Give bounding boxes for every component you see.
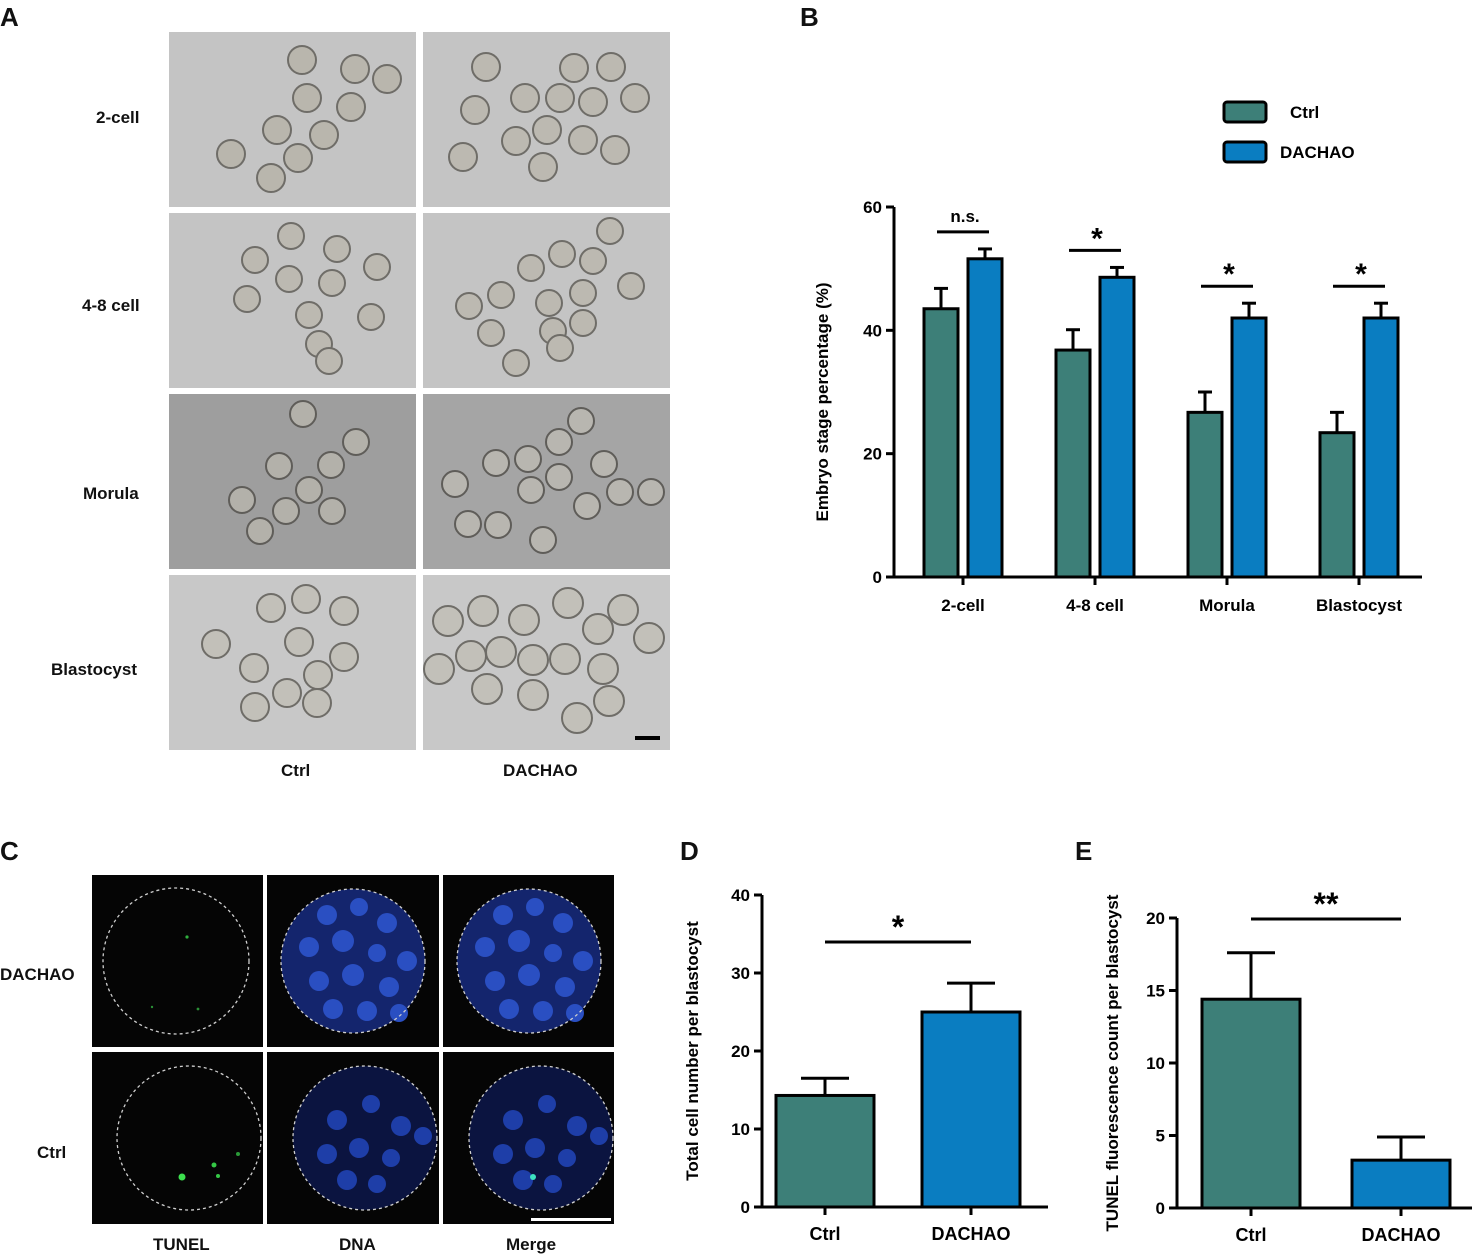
legend-swatch-ctrl [1222,100,1268,124]
legend-swatch-dachao [1222,140,1268,164]
x-tick-label: 4-8 cell [1066,596,1124,615]
embryo-cluster [455,217,645,377]
legend-label-ctrl: Ctrl [1290,103,1319,122]
embryo-cluster [423,587,665,740]
tunel-image [116,1065,262,1211]
micrograph-morula-dachao [423,394,670,569]
x-tick-label: DACHAO [932,1224,1011,1244]
embryo-cluster [201,584,359,722]
significance-label: * [1223,258,1235,291]
fluor-dachao-tunel [92,875,263,1047]
merge-image [456,888,602,1034]
x-tick-label: Morula [1199,596,1255,615]
col-label-ctrl: Ctrl [281,761,311,780]
col-label-tunel: TUNEL [153,1235,210,1254]
y-tick-label: 15 [1146,982,1165,1001]
col-label-merge: Merge [506,1235,557,1254]
x-tick-label: Ctrl [810,1224,841,1244]
row-label-morula: Morula [83,484,139,503]
panel-label-c: C [0,836,19,866]
bar-dachao [1098,275,1136,579]
tunel-image [102,887,250,1035]
bar-dachao [1362,316,1400,579]
fluor-dachao-dna [267,875,439,1047]
micrograph-blastocyst-dachao [423,575,670,750]
bar-ctrl [1054,348,1092,579]
row-label-dachao: DACHAO [0,965,75,984]
significance-label: ** [1314,886,1339,922]
micrograph-morula-ctrl [169,394,416,569]
panel-label-d: D [680,836,699,866]
micrograph-blastocyst-ctrl [169,575,416,750]
y-tick-label: 40 [731,886,750,905]
y-tick-label: 20 [1146,909,1165,928]
bar-ctrl [1186,410,1224,579]
bar-dachao [920,1010,1022,1209]
micrograph-4-8-cell-dachao [423,213,670,388]
y-tick-label: 10 [731,1120,750,1139]
micrograph-4-8-cell-ctrl [169,213,416,388]
y-axis-label: Total cell number per blastocyst [683,921,702,1181]
bar-ctrl [1200,997,1302,1210]
y-tick-label: 0 [1156,1199,1165,1218]
embryo-cluster [448,52,650,182]
fluor-dachao-merge [443,875,614,1047]
y-tick-label: 10 [1146,1054,1165,1073]
y-axis-label: TUNEL fluorescence count per blastocyst [1103,894,1122,1231]
row-label-4-8-cell: 4-8 cell [82,296,140,315]
fluor-ctrl-merge [443,1052,614,1224]
row-label-blastocyst: Blastocyst [51,660,137,679]
y-tick-label: 60 [863,198,882,217]
fluor-ctrl-tunel [92,1052,263,1224]
col-label-dachao: DACHAO [503,761,578,780]
y-tick-label: 30 [731,964,750,983]
y-tick-label: 5 [1156,1127,1165,1146]
panel-label-a: A [0,2,19,32]
y-tick-label: 40 [863,321,882,340]
micrograph-2-cell-dachao [423,32,670,207]
y-tick-label: 0 [741,1198,750,1217]
micrograph-2-cell-ctrl [169,32,416,207]
x-tick-label: Blastocyst [1316,596,1402,615]
chart-d-total-cell-number: 0 10 20 30 40 Total cell number per blastocys… [683,886,1048,1244]
col-label-dna: DNA [339,1235,376,1254]
y-tick-label: 20 [731,1042,750,1061]
embryo-cluster [441,407,665,554]
panel-label-e: E [1075,836,1093,866]
scale-bar [635,736,660,740]
significance-label: * [1355,258,1367,291]
bar-ctrl [1318,431,1356,579]
significance-label: * [892,909,905,945]
chart-b-embryo-stage: 0 20 40 60 Embryo stage percentage (%) 2-cell… [813,100,1422,615]
bar-ctrl [774,1093,876,1209]
bar-dachao [1350,1158,1452,1210]
panel-label-b: B [800,2,819,32]
chart-e-tunel-count: 0 5 10 15 20 TUNEL fluorescence count per bla… [1103,886,1472,1245]
row-label-2-cell: 2-cell [96,108,140,127]
y-tick-label: 20 [863,445,882,464]
embryo-cluster [233,222,391,375]
significance-label: n.s. [950,207,979,226]
legend-label-dachao: DACHAO [1280,143,1355,162]
x-tick-label: DACHAO [1362,1225,1441,1245]
bar-dachao [1230,316,1268,579]
merge-image [468,1065,614,1221]
scale-bar [531,1218,611,1221]
embryo-cluster [216,45,402,193]
dna-image [292,1065,438,1211]
x-tick-label: 2-cell [941,596,984,615]
embryo-cluster [228,400,370,545]
dna-image [280,888,426,1034]
x-tick-label: Ctrl [1236,1225,1267,1245]
significance-label: * [1091,222,1103,255]
bar-ctrl [922,307,960,579]
fluor-ctrl-dna [267,1052,439,1224]
y-axis-label: Embryo stage percentage (%) [813,282,832,521]
row-label-ctrl: Ctrl [37,1143,67,1162]
y-tick-label: 0 [873,568,882,587]
bar-dachao [966,257,1004,579]
